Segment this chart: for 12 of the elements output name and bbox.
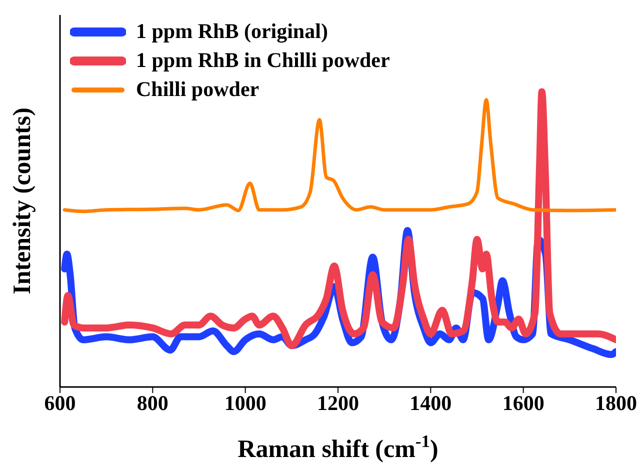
x-tick-label: 1200 <box>317 390 359 415</box>
x-tick-label: 1400 <box>410 390 452 415</box>
x-tick-label: 1000 <box>224 390 266 415</box>
x-tick-label: 1800 <box>595 390 637 415</box>
legend-label: 1 ppm RhB in Chilli powder <box>136 48 390 73</box>
x-tick-label: 800 <box>136 390 168 415</box>
legend-label: Chilli powder <box>136 77 260 102</box>
legend-label: 1 ppm RhB (original) <box>136 19 328 44</box>
x-tick-label: 600 <box>44 390 76 415</box>
x-tick-label: 1600 <box>502 390 544 415</box>
x-axis-title: Raman shift (cm$^{-1}$) <box>238 431 438 463</box>
y-axis-title: Intensity (counts) <box>9 108 36 294</box>
